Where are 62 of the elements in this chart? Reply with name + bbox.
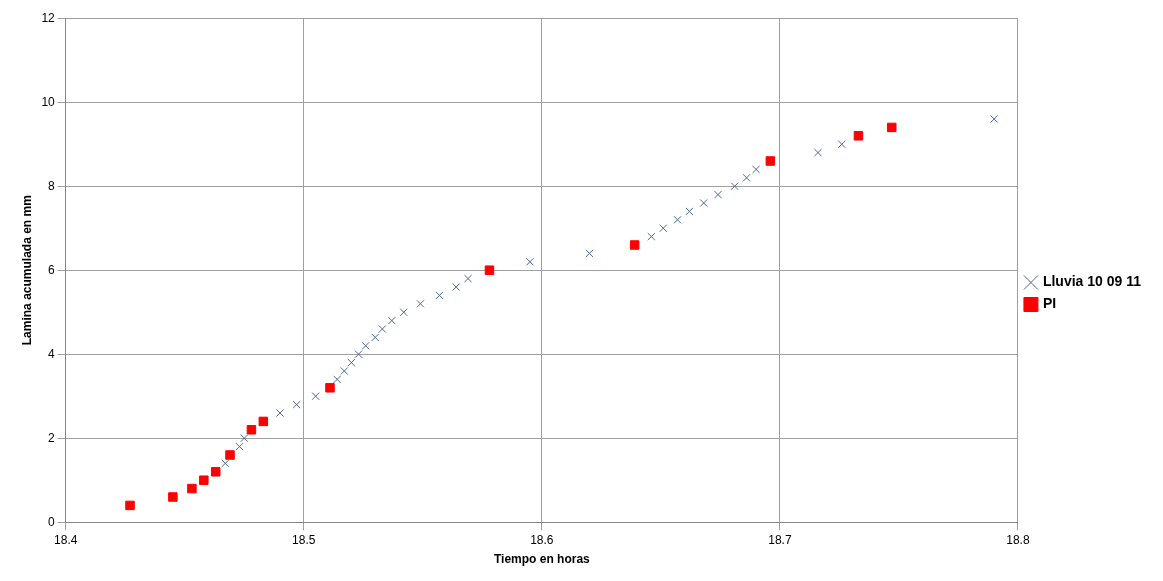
point — [730, 182, 739, 191]
point — [399, 308, 408, 317]
x-tick-label: 18.8 — [1006, 532, 1030, 547]
point — [168, 492, 178, 502]
point — [699, 198, 708, 208]
point — [354, 350, 363, 359]
point — [246, 425, 257, 435]
point — [484, 265, 495, 275]
point — [685, 207, 694, 216]
point — [452, 282, 461, 292]
point — [629, 240, 640, 250]
point — [333, 375, 342, 384]
point — [199, 475, 209, 485]
point — [311, 392, 320, 401]
point — [361, 341, 370, 350]
y-tick-label: 8 — [48, 178, 56, 193]
legend-label: Lluvia 10 09 11 — [1042, 273, 1142, 290]
point — [464, 274, 473, 283]
point — [742, 173, 751, 182]
point — [585, 249, 594, 258]
point — [292, 400, 301, 409]
point — [125, 500, 135, 511]
x-tick-label: 18.5 — [292, 532, 316, 547]
point — [752, 165, 761, 174]
x-axis-title: Tiempo en horas — [493, 552, 591, 567]
point — [647, 232, 656, 241]
point — [235, 442, 244, 451]
point — [258, 416, 269, 427]
point — [347, 358, 356, 367]
point — [378, 324, 387, 334]
legend-label: PI — [1042, 295, 1057, 312]
point — [673, 215, 682, 224]
point — [210, 467, 221, 477]
point — [713, 190, 723, 199]
point — [221, 459, 230, 468]
point — [187, 483, 197, 494]
point — [813, 148, 823, 157]
point — [837, 140, 846, 149]
y-tick-label: 12 — [41, 10, 56, 25]
point — [990, 114, 999, 124]
x-tick-label: 18.7 — [768, 532, 792, 547]
point — [765, 156, 776, 166]
point — [416, 299, 425, 308]
point — [387, 316, 396, 325]
point — [240, 434, 249, 443]
y-axis-title: Lamina acumulada en mm — [19, 195, 34, 346]
point — [525, 257, 534, 266]
y-tick-label: 0 — [48, 514, 56, 529]
point — [887, 122, 897, 133]
y-tick-label: 4 — [48, 346, 56, 361]
point — [371, 333, 380, 342]
point — [225, 450, 235, 460]
y-tick-label: 10 — [41, 94, 56, 109]
point — [853, 131, 864, 141]
point — [325, 383, 335, 393]
x-tick-label: 18.6 — [530, 532, 554, 547]
x-tick-label: 18.4 — [54, 532, 78, 547]
y-tick-label: 6 — [48, 262, 56, 277]
point — [340, 366, 349, 376]
point — [659, 224, 668, 233]
y-tick-label: 2 — [48, 430, 56, 445]
point — [435, 291, 444, 300]
